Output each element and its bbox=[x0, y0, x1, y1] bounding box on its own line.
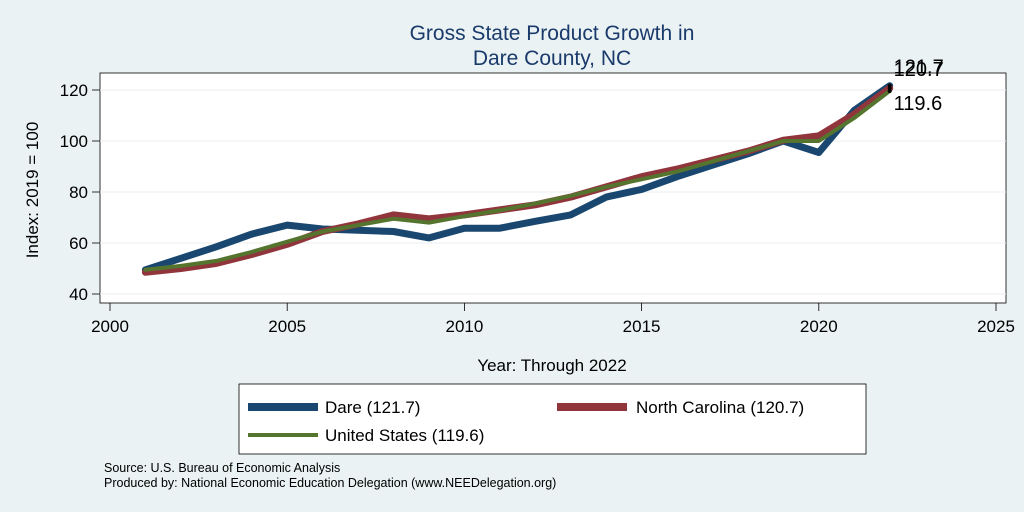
series-lines bbox=[141, 82, 894, 276]
x-tick-label: 2000 bbox=[91, 317, 129, 336]
y-tick-label: 120 bbox=[60, 81, 88, 100]
legend-label-united-states: United States (119.6) bbox=[325, 426, 484, 445]
source-note: Source: U.S. Bureau of Economic Analysis bbox=[104, 461, 340, 475]
end-marker bbox=[887, 89, 892, 94]
x-tick-label: 2005 bbox=[268, 317, 306, 336]
chart-title-line-1: Gross State Product Growth in bbox=[410, 22, 695, 45]
y-axis: 40 60 80 100 120 bbox=[60, 81, 100, 304]
grid-lines bbox=[100, 89, 1006, 295]
series-line-2 bbox=[143, 89, 892, 272]
x-tick-label: 2025 bbox=[977, 317, 1015, 336]
legend-box bbox=[238, 383, 867, 455]
legend: Dare (121.7) North Carolina (120.7) Unit… bbox=[238, 383, 867, 455]
y-tick-label: 80 bbox=[69, 183, 88, 202]
end-label-0: 121.7 bbox=[894, 57, 944, 79]
y-tick-label: 40 bbox=[69, 285, 88, 304]
end-label-2: 119.6 bbox=[894, 93, 943, 115]
end-marker bbox=[887, 86, 892, 91]
y-tick-label: 60 bbox=[69, 234, 88, 253]
legend-label-north-carolina: North Carolina (120.7) bbox=[636, 398, 804, 417]
chart-title-line-2: Dare County, NC bbox=[473, 47, 631, 70]
producer-note: Produced by: National Economic Education… bbox=[104, 476, 556, 490]
legend-label-dare: Dare (121.7) bbox=[325, 398, 420, 417]
x-axis: 2000 2005 2010 2015 2020 2025 bbox=[91, 303, 1015, 336]
y-tick-label: 100 bbox=[60, 132, 88, 151]
y-axis-label: Index: 2019 = 100 bbox=[23, 122, 42, 259]
x-tick-label: 2015 bbox=[623, 317, 661, 336]
x-tick-label: 2020 bbox=[800, 317, 838, 336]
x-tick-label: 2010 bbox=[445, 317, 483, 336]
end-label-1: 120.7 bbox=[894, 59, 944, 81]
x-axis-label: Year: Through 2022 bbox=[477, 356, 626, 375]
